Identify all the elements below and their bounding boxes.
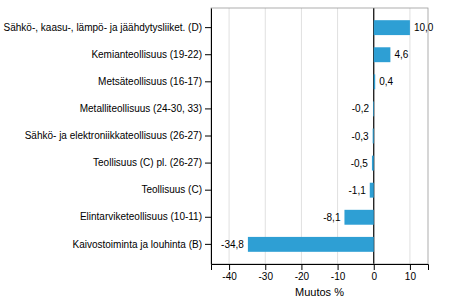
grid-line xyxy=(229,8,230,264)
axis-domain xyxy=(211,9,212,265)
zero-line xyxy=(373,8,374,264)
tick: -40 xyxy=(222,264,237,282)
bar xyxy=(373,129,374,144)
chart-container: -40 -30 -20 -10 0 10 Kaivostoiminta ja louhint… xyxy=(0,0,454,302)
tick-label: Teollisuus (C) pl. (26-27) xyxy=(93,157,202,168)
tick-label: Metsäteollisuus (16-17) xyxy=(98,76,202,87)
tick: Metalliteollisuus (24-30, 33) xyxy=(80,103,211,114)
data-label: -34,8 xyxy=(221,239,244,250)
grid xyxy=(229,8,410,264)
bar xyxy=(374,47,391,62)
data-label: 10,0 xyxy=(414,22,434,33)
data-label: -8,1 xyxy=(323,212,341,223)
y-axis: Kaivostoiminta ja louhinta (B) Elintarvik… xyxy=(4,9,212,265)
tick: Elintarviketeollisuus (10-11) xyxy=(80,211,211,222)
plot-frame xyxy=(211,8,428,264)
tick: Teollisuus (C) xyxy=(141,184,211,195)
tick-label: Kemianteollisuus (19-22) xyxy=(91,49,202,60)
chart: -40 -30 -20 -10 0 10 Kaivostoiminta ja louhint… xyxy=(0,0,454,302)
bar xyxy=(373,101,375,116)
tick-mark xyxy=(205,163,211,164)
tick-label: 0 xyxy=(371,271,377,282)
plot: -40 -30 -20 -10 0 10 Kaivostoiminta ja louhint… xyxy=(4,8,434,298)
tick-label: 10 xyxy=(405,271,417,282)
tick: Kemianteollisuus (19-22) xyxy=(91,49,211,60)
data-label: -0,3 xyxy=(351,131,369,142)
tick-mark xyxy=(410,264,411,270)
axis-domain xyxy=(212,265,429,271)
bar xyxy=(372,156,374,171)
x-axis: -40 -30 -20 -10 0 10 xyxy=(212,264,429,282)
tick-label: -30 xyxy=(259,271,274,282)
tick-mark xyxy=(265,264,266,270)
tick-mark xyxy=(205,81,211,82)
tick-mark xyxy=(301,264,302,270)
data-label: -0,5 xyxy=(351,158,369,169)
bars xyxy=(248,20,410,252)
tick-mark xyxy=(205,217,211,218)
grid-line xyxy=(409,8,410,264)
x-axis-title: Muutos % xyxy=(295,286,344,298)
data-labels: -34,8 -8,1 -1,1 -0,5 -0,3 -0,2 0,4 4,6 10,0 xyxy=(221,22,434,250)
data-label: 4,6 xyxy=(394,49,408,60)
bar xyxy=(370,183,374,198)
tick-mark xyxy=(205,244,211,245)
tick-mark xyxy=(205,108,211,109)
tick-label: Sähkö-, kaasu-, lämpö- ja jäähdytysliike… xyxy=(4,22,202,33)
tick-mark xyxy=(205,190,211,191)
tick: Metsäteollisuus (16-17) xyxy=(98,76,211,87)
grid-line xyxy=(301,8,302,264)
tick: Sähkö- ja elektroniikkateollisuus (26-27… xyxy=(25,130,211,141)
tick-label: Teollisuus (C) xyxy=(141,184,202,195)
tick: Kaivostoiminta ja louhinta (B) xyxy=(72,239,211,250)
tick: Teollisuus (C) pl. (26-27) xyxy=(93,157,211,168)
tick-label: Kaivostoiminta ja louhinta (B) xyxy=(72,239,202,250)
tick-mark xyxy=(205,136,211,137)
tick: 0 xyxy=(371,264,377,282)
tick: 10 xyxy=(405,264,417,282)
tick-mark xyxy=(374,264,375,270)
tick-label: -40 xyxy=(222,271,237,282)
tick-label: -20 xyxy=(295,271,310,282)
tick-mark xyxy=(338,264,339,270)
tick: -10 xyxy=(331,264,346,282)
tick-label: Sähkö- ja elektroniikkateollisuus (26-27… xyxy=(25,130,202,141)
data-label: -0,2 xyxy=(352,103,370,114)
bar xyxy=(344,210,373,225)
data-label: 0,4 xyxy=(379,76,393,87)
tick-mark xyxy=(229,264,230,270)
data-label: -1,1 xyxy=(349,185,367,196)
bar xyxy=(374,74,375,89)
bar xyxy=(374,20,410,35)
tick-mark xyxy=(205,27,211,28)
tick: -20 xyxy=(295,264,310,282)
grid-line xyxy=(337,8,338,264)
tick: -30 xyxy=(259,264,274,282)
tick-label: -10 xyxy=(331,271,346,282)
tick-label: Elintarviketeollisuus (10-11) xyxy=(80,211,202,222)
tick-mark xyxy=(205,54,211,55)
tick: Sähkö-, kaasu-, lämpö- ja jäähdytysliike… xyxy=(4,22,211,33)
tick-label: Metalliteollisuus (24-30, 33) xyxy=(80,103,202,114)
grid-line xyxy=(265,8,266,264)
bar xyxy=(248,237,374,252)
